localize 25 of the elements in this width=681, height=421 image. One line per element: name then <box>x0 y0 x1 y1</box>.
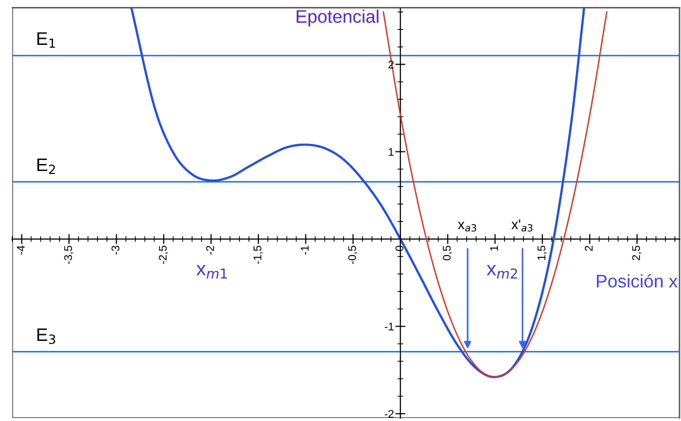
x-tick-label: -1 <box>300 246 309 255</box>
y-tick-label: -1 <box>384 322 394 330</box>
annotation: x$_{a3}$ <box>458 222 476 232</box>
annotation: x$_{m1}$ <box>196 265 227 278</box>
y-tick-label: -2 <box>384 410 394 418</box>
ref-line-label: E$_{1}$ <box>37 32 56 48</box>
x-tick-label: -2 <box>206 246 214 255</box>
x-tick-label: 2 <box>584 246 593 251</box>
ref-line-label: E$_{3}$ <box>37 328 56 344</box>
ref-line-label: E$_{2}$ <box>37 158 55 174</box>
x-tick-label: 2,5 <box>632 246 642 260</box>
y-axis-title: Epotencial <box>296 10 378 26</box>
y-tick-label: 1 <box>388 148 394 156</box>
x-tick-label: 0,5 <box>442 246 452 260</box>
x-tick-label: 1,5 <box>538 246 547 260</box>
annotation: x'$_{a3}$ <box>511 220 532 232</box>
x-tick-label: -1,5 <box>254 246 263 264</box>
x-tick-label: 1 <box>490 246 498 251</box>
x-tick-label: -4 <box>16 246 25 255</box>
x-axis-title: Posición x <box>596 274 678 288</box>
x-tick-label: -0,5 <box>348 246 358 264</box>
annotation: x$_{m2}$ <box>486 265 518 278</box>
x-tick-label: -2,5 <box>158 246 168 264</box>
x-tick-label: -3,5 <box>64 246 74 264</box>
x-tick-label: -3 <box>112 246 120 255</box>
